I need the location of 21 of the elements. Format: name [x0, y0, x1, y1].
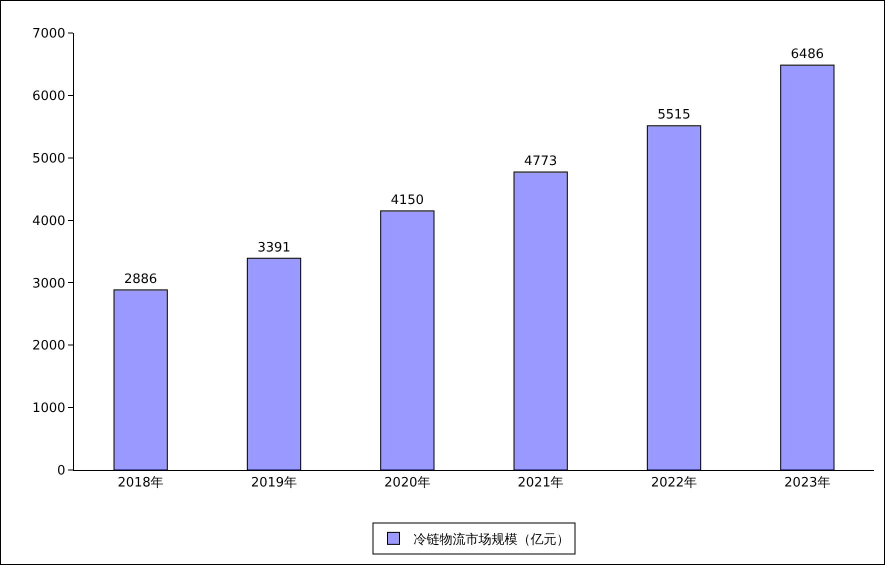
x-tick-label: 2020年	[384, 476, 430, 491]
data-label: 4773	[524, 154, 558, 170]
x-tick-label: 2021年	[518, 476, 564, 491]
x-tick-label: 2022年	[650, 476, 698, 491]
x-tick-label: 2023年	[784, 476, 830, 491]
y-tick-label: 4000	[32, 214, 66, 229]
data-label: 2886	[124, 272, 158, 287]
y-tick-label: 6000	[32, 88, 66, 104]
legend-label: 冷链物流市场规模（亿元）	[414, 531, 570, 548]
data-label: 3391	[257, 240, 291, 256]
y-tick-label: 1000	[32, 401, 66, 416]
x-tick-label: 2018年	[118, 476, 164, 491]
y-tick-label: 2000	[32, 338, 66, 354]
data-label: 6486	[790, 47, 824, 62]
data-label: 5515	[657, 108, 691, 123]
data-label: 4150	[390, 192, 424, 208]
y-tick-label: 5000	[32, 151, 66, 166]
y-tick-label: 0	[57, 464, 66, 479]
y-tick-label: 3000	[32, 276, 66, 292]
x-tick-label: 2019年	[250, 476, 298, 491]
y-tick-label: 7000	[32, 26, 66, 42]
